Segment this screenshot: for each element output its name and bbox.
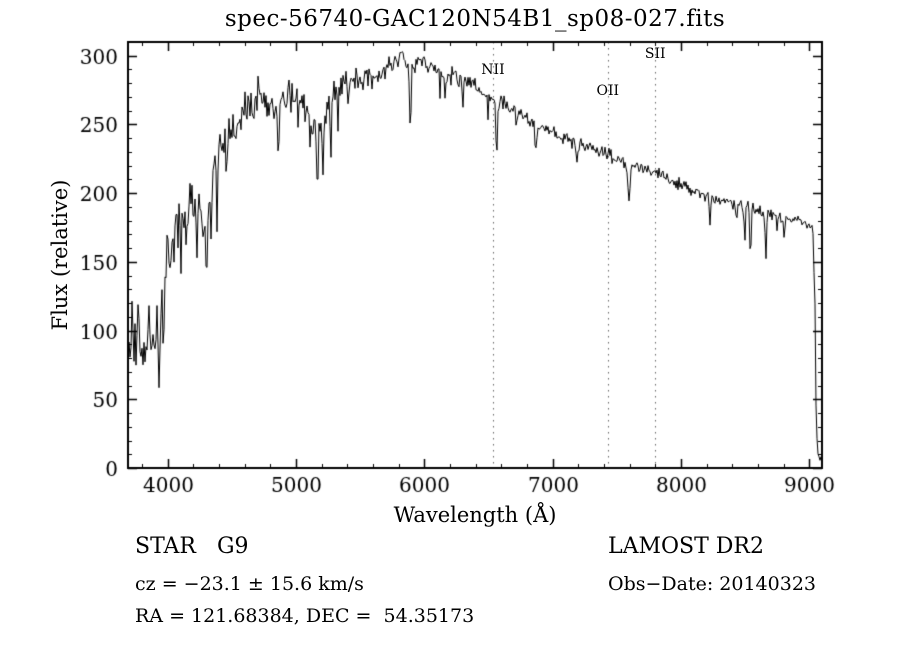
- obs-date: Obs−Date: 20140323: [608, 573, 816, 595]
- line-label-nii: NII: [481, 62, 505, 78]
- y-axis-label: Flux (relative): [48, 179, 72, 331]
- ra-dec-value: RA = 121.68384, DEC = 54.35173: [135, 605, 475, 627]
- plot-title: spec-56740-GAC120N54B1_sp08-027.fits: [224, 6, 726, 32]
- classification-label: STAR G9: [135, 534, 249, 559]
- cz-value: cz = −23.1 ± 15.6 km/s: [135, 573, 364, 595]
- survey-label: LAMOST DR2: [608, 534, 764, 559]
- x-axis-label: Wavelength (Å): [393, 503, 557, 527]
- line-label-sii: SII: [644, 46, 666, 62]
- line-label-oii: OII: [596, 83, 620, 99]
